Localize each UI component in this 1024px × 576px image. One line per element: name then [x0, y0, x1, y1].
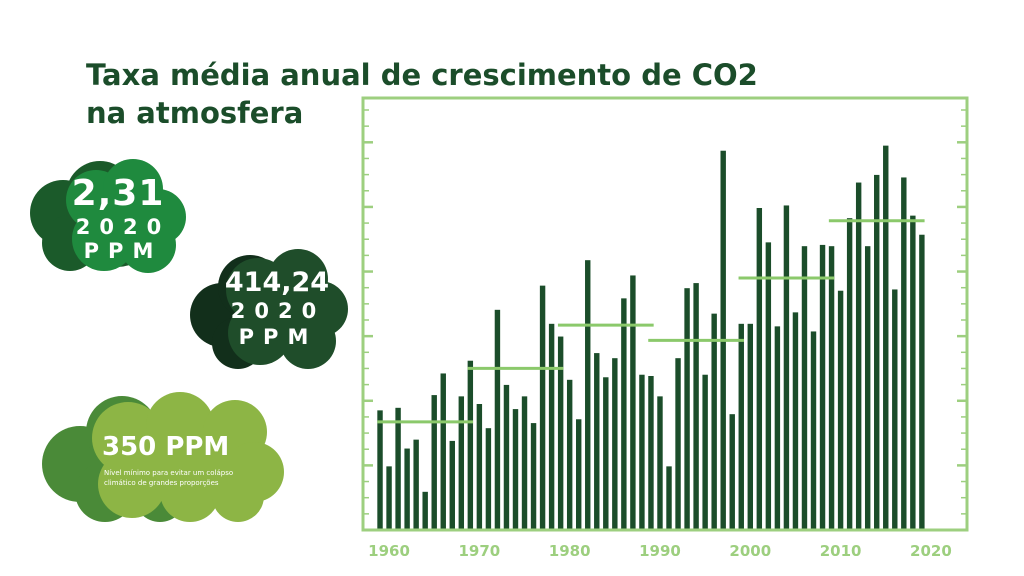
bar-2006 [801, 246, 808, 530]
bar-1965 [431, 395, 437, 530]
bar-1985 [612, 358, 618, 530]
bar-1986 [621, 298, 627, 530]
chart-title: Taxa média anual de crescimento de CO2 n… [86, 58, 758, 130]
x-axis-labels: 1960 1970 1980 1990 2000 2010 2020 [368, 542, 952, 560]
bar-1960 [386, 466, 392, 530]
bar-1977 [539, 285, 546, 530]
growth-rate-unit: PPM [83, 239, 163, 263]
bar-2009 [828, 246, 835, 530]
bar-1992 [675, 358, 681, 530]
bar-2002 [765, 242, 772, 530]
bar-1988 [639, 374, 645, 530]
x-tick-label-1970: 1970 [458, 542, 500, 560]
bar-1967 [449, 440, 455, 530]
bar-1973 [503, 384, 510, 530]
cloud-shape-icon [42, 392, 284, 522]
bar-1972 [494, 309, 501, 530]
bar-1971 [485, 428, 492, 530]
bar-1974 [512, 409, 519, 530]
bar-2005 [792, 312, 799, 530]
x-tick-label-2010: 2010 [820, 542, 862, 560]
bar-1978 [548, 323, 555, 530]
bar-2011 [846, 218, 853, 530]
bar-1980 [566, 379, 573, 530]
bar-1996 [711, 313, 717, 530]
bar-2003 [774, 326, 781, 530]
threshold-badge: 350 PPM Nível mínimo para evitar um colá… [40, 392, 285, 524]
bar-2015 [883, 145, 889, 531]
bar-1987 [630, 275, 636, 530]
x-tick-label-1960: 1960 [368, 542, 410, 560]
concentration-value: 414,24 [224, 267, 330, 298]
bar-2008 [819, 244, 826, 530]
bar-1982 [585, 260, 591, 530]
bar-1994 [693, 283, 699, 530]
chart-frame [361, 96, 969, 532]
bar-2012 [855, 182, 862, 530]
x-tick-label-2020: 2020 [910, 542, 952, 560]
bar-2010 [837, 290, 844, 530]
growth-rate-year: 2020 [75, 215, 171, 239]
bar-1966 [440, 373, 446, 530]
bar-2004 [783, 205, 790, 531]
bar-1991 [666, 466, 672, 530]
bar-2000 [747, 323, 754, 530]
bar-2017 [901, 177, 907, 531]
bar-1989 [648, 376, 654, 530]
decadal-average-lines [377, 219, 925, 424]
bar-1962 [404, 448, 410, 530]
bar-1969 [467, 360, 474, 530]
x-tick-label-1980: 1980 [549, 542, 591, 560]
bar-1975 [521, 396, 528, 530]
bar-1970 [476, 404, 483, 530]
bar-1984 [603, 377, 609, 530]
bar-2013 [864, 246, 871, 530]
bar-2007 [810, 331, 817, 530]
bar-2016 [892, 289, 898, 530]
bar-1981 [575, 419, 582, 530]
bar-1968 [458, 396, 465, 530]
cloud-shape-icon [190, 249, 348, 369]
bar-1983 [594, 353, 600, 530]
bars-group [377, 145, 925, 531]
bar-1998 [729, 414, 735, 530]
x-tick-label-1990: 1990 [639, 542, 681, 560]
concentration-year: 2020 [230, 299, 326, 323]
threshold-value: 350 PPM [102, 432, 230, 462]
bar-1990 [657, 396, 663, 530]
threshold-note: Nível mínimo para evitar um colápso clim… [104, 469, 234, 487]
x-tick-label-2000: 2000 [729, 542, 771, 560]
bar-1993 [684, 288, 690, 530]
concentration-unit: PPM [238, 325, 318, 349]
concentration-badge: 414,24 2020 PPM [180, 245, 350, 370]
growth-rate-value: 2,31 [71, 173, 165, 214]
bar-1999 [738, 323, 744, 530]
bar-2018 [910, 215, 916, 531]
bar-1961 [395, 407, 401, 530]
bar-1976 [530, 423, 537, 530]
bar-1995 [702, 374, 708, 530]
growth-rate-badge: 2,31 2020 PPM [18, 155, 188, 275]
cloud-shape-icon [30, 159, 186, 273]
bar-1979 [557, 336, 564, 530]
bar-1964 [422, 491, 428, 530]
bar-2014 [874, 174, 880, 530]
bar-1963 [413, 439, 419, 530]
bar-2001 [756, 208, 763, 530]
bar-1959 [377, 410, 383, 530]
bar-2019 [919, 234, 925, 530]
